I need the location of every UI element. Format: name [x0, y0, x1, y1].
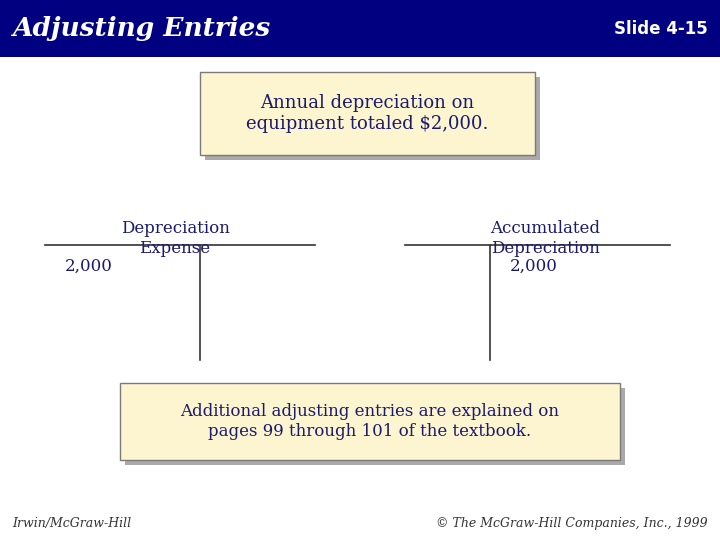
Text: 2,000: 2,000: [65, 258, 113, 275]
Bar: [205, 77, 540, 160]
Text: Irwin/McGraw-Hill: Irwin/McGraw-Hill: [12, 517, 131, 530]
Text: 2,000: 2,000: [510, 258, 558, 275]
Text: Slide 4-15: Slide 4-15: [614, 19, 708, 37]
Bar: [120, 383, 620, 460]
Bar: [0, 0, 720, 57]
Text: © The McGraw-Hill Companies, Inc., 1999: © The McGraw-Hill Companies, Inc., 1999: [436, 517, 708, 530]
Text: Accumulated
Depreciation: Accumulated Depreciation: [490, 220, 600, 256]
Bar: [200, 72, 535, 155]
Text: Adjusting Entries: Adjusting Entries: [12, 16, 270, 41]
Bar: [125, 388, 625, 465]
Text: Additional adjusting entries are explained on
pages 99 through 101 of the textbo: Additional adjusting entries are explain…: [181, 403, 559, 440]
Text: Annual depreciation on
equipment totaled $2,000.: Annual depreciation on equipment totaled…: [246, 94, 489, 133]
Text: Depreciation
Expense: Depreciation Expense: [120, 220, 230, 256]
